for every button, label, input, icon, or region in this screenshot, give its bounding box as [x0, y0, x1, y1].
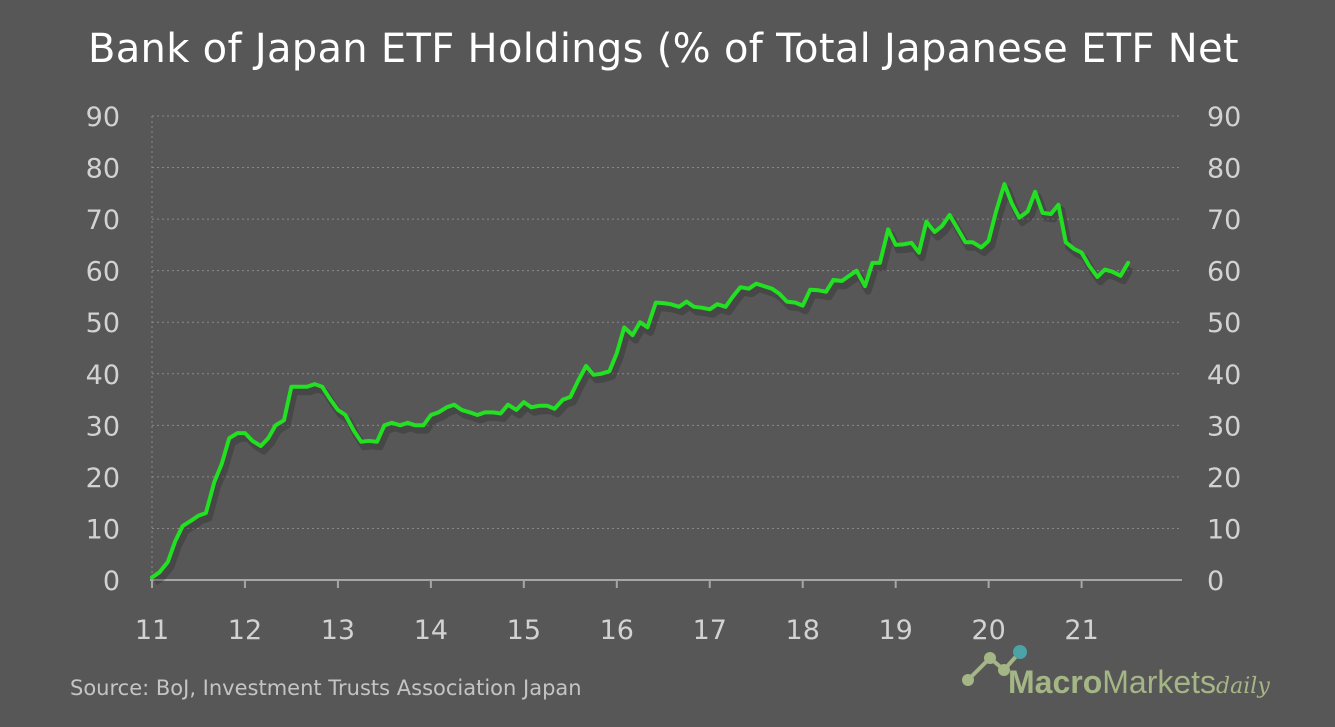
- y-tick-label-left: 0: [103, 566, 120, 597]
- x-tick-label: 20: [971, 615, 1005, 646]
- y-tick-label-right: 10: [1207, 514, 1241, 545]
- x-tick-label: 18: [786, 615, 820, 646]
- x-tick-label: 14: [414, 615, 448, 646]
- y-tick-label-left: 10: [86, 514, 120, 545]
- brand-part-macro: Macro: [1008, 664, 1103, 700]
- y-tick-label-right: 40: [1207, 360, 1241, 391]
- source-note: Source: BoJ, Investment Trusts Associati…: [70, 676, 582, 700]
- y-tick-label-left: 60: [86, 257, 120, 288]
- y-tick-label-right: 30: [1207, 411, 1241, 442]
- y-tick-label-left: 50: [86, 308, 120, 339]
- series-shadow: [153, 185, 1135, 586]
- y-tick-label-left: 30: [86, 411, 120, 442]
- y-tick-label-left: 40: [86, 360, 120, 391]
- y-tick-label-right: 0: [1207, 566, 1224, 597]
- y-tick-label-left: 70: [86, 205, 120, 236]
- y-tick-label-left: 20: [86, 463, 120, 494]
- brand-wordmark: MacroMarketsdaily: [1008, 664, 1270, 701]
- brand-part-markets: Markets: [1102, 664, 1217, 700]
- y-tick-label-right: 80: [1207, 154, 1241, 185]
- x-tick-label: 11: [135, 615, 169, 646]
- series-line: [150, 182, 1131, 580]
- x-tick-label: 15: [507, 615, 541, 646]
- y-tick-label-left: 90: [86, 102, 120, 133]
- x-tick-label: 12: [228, 615, 262, 646]
- brand-part-daily: daily: [1216, 674, 1270, 699]
- y-tick-label-right: 20: [1207, 463, 1241, 494]
- x-tick-label: 16: [600, 615, 634, 646]
- x-tick-label: 19: [879, 615, 913, 646]
- x-tick-label: 13: [321, 615, 355, 646]
- y-tick-label-right: 60: [1207, 257, 1241, 288]
- chart-title: Bank of Japan ETF Holdings (% of Total J…: [88, 26, 1239, 72]
- x-tick-label: 21: [1064, 615, 1098, 646]
- brand-logo-icon: [962, 645, 1027, 686]
- x-tick-label: 17: [693, 615, 727, 646]
- y-tick-label-left: 80: [86, 154, 120, 185]
- y-tick-label-right: 50: [1207, 308, 1241, 339]
- y-tick-label-right: 90: [1207, 102, 1241, 133]
- y-tick-label-right: 70: [1207, 205, 1241, 236]
